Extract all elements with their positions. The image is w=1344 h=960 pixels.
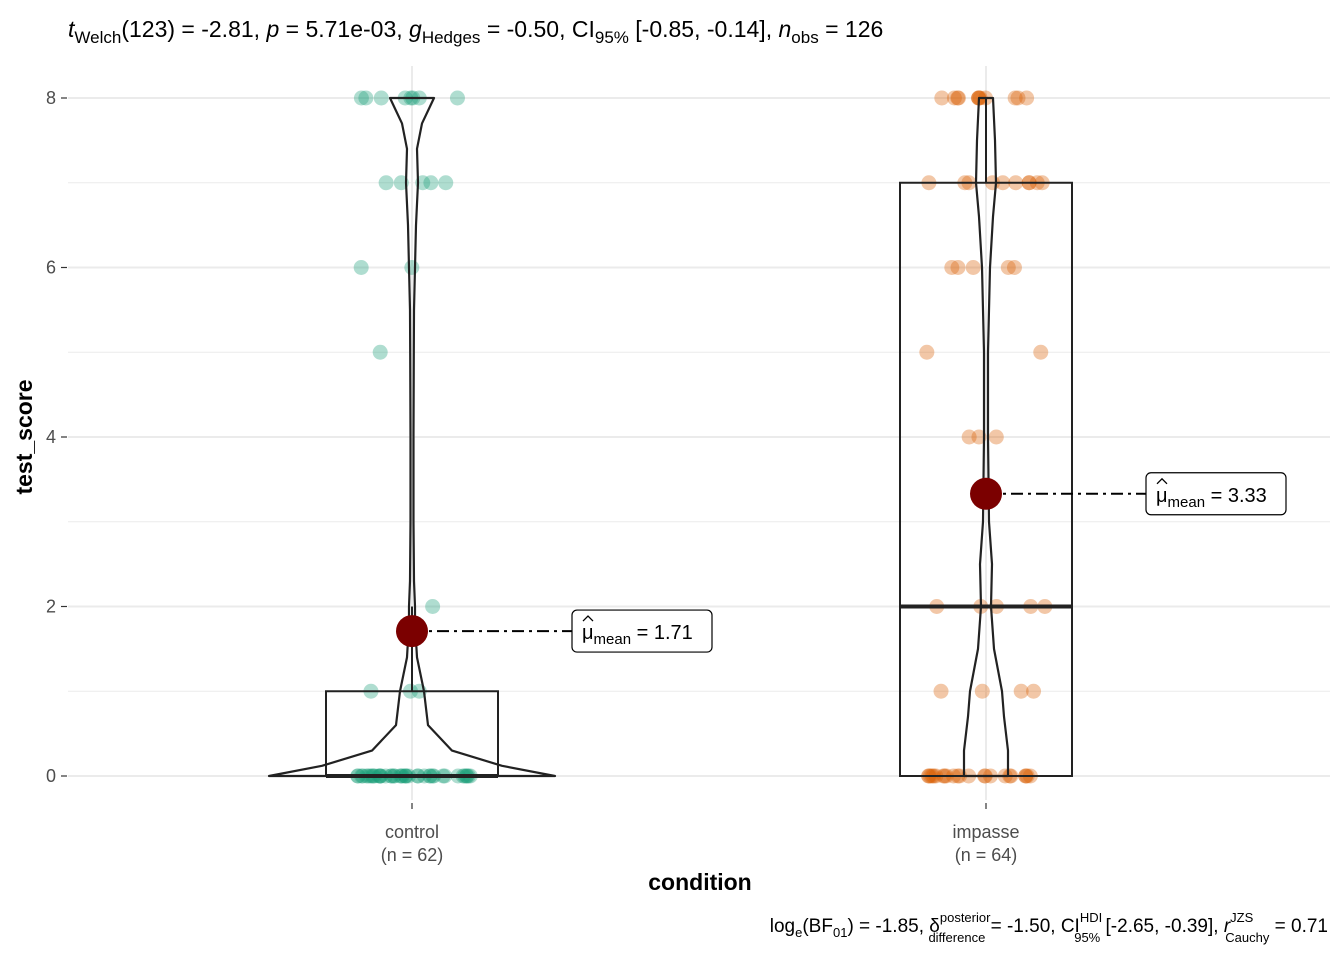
x-tick-label: impasse — [952, 822, 1019, 842]
y-tick-label: 4 — [46, 427, 56, 447]
groups: μmean = 1.71 μmean = 3.33 — [267, 90, 1287, 784]
data-point — [965, 260, 981, 275]
data-point — [404, 260, 420, 275]
data-point — [1019, 90, 1035, 106]
data-point — [372, 344, 388, 360]
y-tick-label: 2 — [46, 597, 56, 617]
data-point — [438, 175, 454, 191]
data-point — [1000, 260, 1016, 275]
grid — [68, 66, 1330, 800]
mean-label: μmean = 1.71 — [582, 622, 693, 648]
data-point — [961, 429, 977, 445]
data-point — [988, 429, 1004, 445]
mean-label-box — [1145, 472, 1287, 516]
y-tick-label: 6 — [46, 258, 56, 278]
data-point — [934, 90, 950, 106]
hat-mark — [582, 615, 594, 622]
data-point — [946, 90, 962, 106]
data-point — [353, 90, 369, 106]
x-tick-count-label: (n = 62) — [381, 845, 444, 865]
data-point — [919, 344, 935, 360]
data-point — [378, 175, 394, 191]
group-control: μmean = 1.71 — [267, 90, 713, 784]
data-point — [1033, 344, 1049, 360]
mean-point — [396, 615, 428, 648]
data-point — [974, 683, 990, 699]
violin-impasse — [962, 96, 1010, 778]
data-point — [950, 90, 966, 106]
data-point — [950, 260, 966, 275]
x-tick-label: control — [385, 822, 439, 842]
data-point — [1007, 90, 1023, 106]
subtitle: tWelch(123) = -2.81, p = 5.71e-03, gHedg… — [68, 16, 883, 47]
data-point — [1010, 90, 1026, 106]
group-impasse: μmean = 3.33 — [899, 90, 1287, 784]
data-point — [944, 260, 960, 275]
y-axis-title: test_score — [11, 379, 37, 494]
mean-point — [970, 477, 1002, 510]
mean-label: μmean = 3.33 — [1156, 485, 1267, 511]
hat-mark — [1156, 477, 1168, 485]
caption: loge(BF01) = -1.85, δposterior difference… — [770, 910, 1328, 945]
y-tick-label: 8 — [46, 88, 56, 108]
data-point — [1026, 683, 1042, 699]
data-point — [1006, 260, 1022, 275]
data-point — [373, 90, 389, 106]
x-axis-title: condition — [648, 869, 751, 895]
data-point — [933, 683, 949, 699]
y-tick-label: 0 — [46, 766, 56, 786]
data-point — [971, 429, 987, 445]
data-point — [423, 175, 439, 191]
data-point — [353, 260, 369, 275]
data-point — [358, 90, 374, 106]
x-tick-count-label: (n = 64) — [955, 845, 1018, 865]
data-point — [950, 90, 966, 106]
x-axis: control (n = 62) impasse (n = 64) — [381, 803, 1020, 865]
y-axis: 0 2 4 6 8 — [46, 88, 67, 786]
mean-label-box — [571, 609, 713, 653]
data-point — [425, 599, 441, 614]
data-point — [449, 90, 465, 106]
data-point — [1013, 683, 1029, 699]
